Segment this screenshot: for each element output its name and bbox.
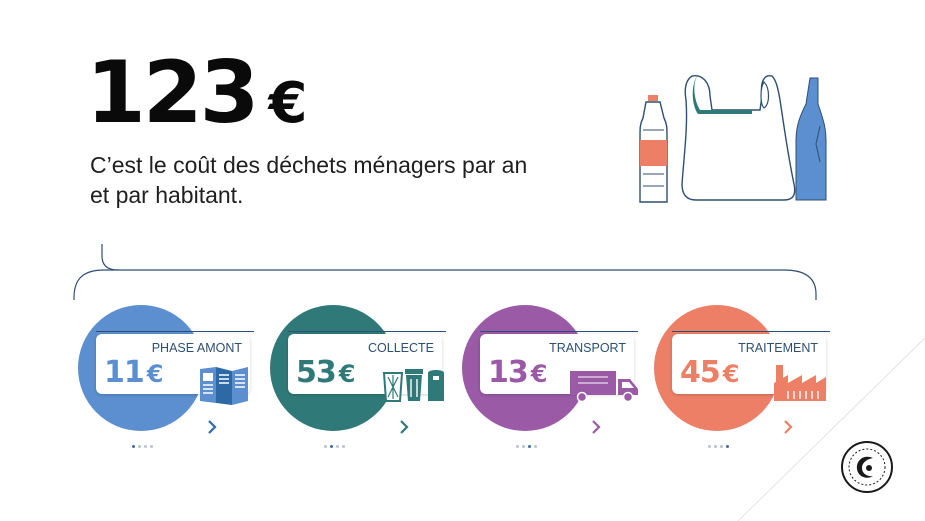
card-amount: 53 € <box>296 356 355 391</box>
card-amount-currency: € <box>530 360 548 388</box>
card-amount-value: 45 <box>680 355 721 390</box>
card-label: COLLECTE <box>368 341 434 355</box>
card-amount-value: 11 <box>104 355 145 390</box>
card-phase-amont: PHASE AMONT 11 € <box>78 305 258 455</box>
card-collecte: COLLECTE 53 € <box>270 305 450 455</box>
hero-subtitle: C’est le coût des déchets ménagers par a… <box>90 152 528 208</box>
card-amount-value: 53 <box>296 355 337 390</box>
card-amount-value: 13 <box>488 355 529 390</box>
card-label: PHASE AMONT <box>151 341 242 355</box>
brochure-icon <box>200 367 248 405</box>
card-traitement: TRAITEMENT 45 € <box>654 305 834 455</box>
card-label: TRAITEMENT <box>738 341 818 355</box>
bins-icon <box>382 369 444 402</box>
emblem-logo <box>841 441 893 493</box>
pagination-dots <box>132 445 153 448</box>
card-amount-currency: € <box>338 360 356 388</box>
plastic-bottle-icon <box>639 95 668 203</box>
bracket-connector <box>73 244 817 300</box>
waste-illustration <box>639 74 827 203</box>
hero-amount-value: 123 <box>86 43 260 143</box>
hero-amount-currency: € <box>268 71 308 136</box>
next-chevron-button[interactable] <box>586 417 606 437</box>
next-chevron-button[interactable] <box>202 417 222 437</box>
card-panel: PHASE AMONT 11 € <box>96 334 250 394</box>
card-amount: 11 € <box>104 356 163 391</box>
card-label: TRANSPORT <box>549 341 626 355</box>
card-divider <box>480 331 638 332</box>
card-transport: TRANSPORT 13 € <box>462 305 642 455</box>
pagination-dots <box>708 445 729 448</box>
card-amount-currency: € <box>146 360 164 388</box>
card-amount-currency: € <box>722 360 740 388</box>
pagination-dots <box>324 445 345 448</box>
glass-bottle-icon <box>795 77 827 201</box>
card-amount: 45 € <box>680 356 739 391</box>
card-divider <box>96 331 254 332</box>
card-divider <box>288 331 446 332</box>
card-divider <box>672 331 830 332</box>
truck-icon <box>570 371 638 403</box>
plastic-bag-icon <box>681 74 796 201</box>
pagination-dots <box>516 445 537 448</box>
card-panel: COLLECTE 53 € <box>288 334 442 394</box>
next-chevron-button[interactable] <box>778 417 798 437</box>
card-amount: 13 € <box>488 356 547 391</box>
hero-amount: 123 € <box>86 50 308 136</box>
card-panel: TRAITEMENT 45 € <box>672 334 826 394</box>
next-chevron-button[interactable] <box>394 417 414 437</box>
factory-icon <box>774 365 826 401</box>
